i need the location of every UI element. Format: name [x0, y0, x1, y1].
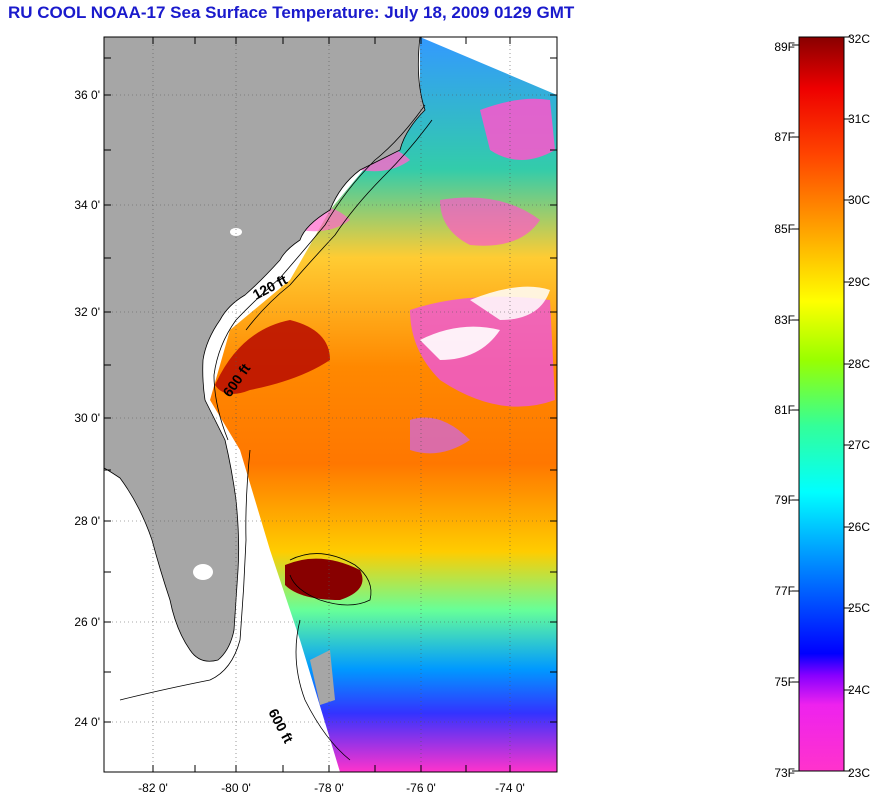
lat-label: 32 0'	[74, 305, 100, 319]
color-bar: 89F 87F 85F 83F 81F 79F 77F 75F 73F 32C …	[774, 32, 870, 780]
lat-label: 28 0'	[74, 514, 100, 528]
map-area: 120 ft 600 ft 600 ft	[104, 37, 557, 772]
colorbar-f-label: 75F	[774, 675, 795, 689]
warm-core	[215, 320, 363, 600]
colorbar-f-label: 73F	[774, 766, 795, 780]
bathymetry-contours	[119, 104, 433, 761]
colorbar-c-label: 31C	[848, 112, 870, 126]
lat-label: 36 0'	[74, 88, 100, 102]
lake	[193, 564, 213, 580]
colorbar-f-label: 81F	[774, 403, 795, 417]
colorbar-c-label: 25C	[848, 601, 870, 615]
lon-label: -80 0'	[221, 781, 251, 795]
colorbar-f-label: 85F	[774, 222, 795, 236]
land-mass	[104, 37, 426, 662]
lon-label: -82 0'	[138, 781, 168, 795]
map-frame	[103, 36, 558, 773]
colorbar-f-label: 77F	[774, 584, 795, 598]
colorbar-c-label: 26C	[848, 520, 870, 534]
lon-label: -78 0'	[314, 781, 344, 795]
lon-label: -76 0'	[406, 781, 436, 795]
colorbar-f-label: 87F	[774, 130, 795, 144]
colorbar-c-label: 29C	[848, 275, 870, 289]
graticule	[104, 37, 557, 772]
lat-tick-marks	[104, 57, 557, 723]
lat-label: 26 0'	[74, 615, 100, 629]
bahamas-islands	[310, 650, 335, 705]
lake	[230, 228, 242, 236]
map-title: RU COOL NOAA-17 Sea Surface Temperature:…	[8, 3, 575, 22]
colorbar-c-label: 24C	[848, 683, 870, 697]
colorbar-f-label: 83F	[774, 313, 795, 327]
colorbar-c-label: 32C	[848, 32, 870, 46]
colorbar-c-label: 23C	[848, 766, 870, 780]
lat-label: 24 0'	[74, 715, 100, 729]
colorbar-c-label: 27C	[848, 438, 870, 452]
lon-label: -74 0'	[495, 781, 525, 795]
colorbar-f-label: 89F	[774, 40, 795, 54]
colorbar-c-label: 30C	[848, 193, 870, 207]
lon-tick-marks	[152, 37, 511, 772]
lat-label: 34 0'	[74, 198, 100, 212]
colorbar-c-label: 28C	[848, 357, 870, 371]
lat-label: 30 0'	[74, 411, 100, 425]
colorbar-f-label: 79F	[774, 493, 795, 507]
color-bar-gradient	[798, 36, 845, 772]
